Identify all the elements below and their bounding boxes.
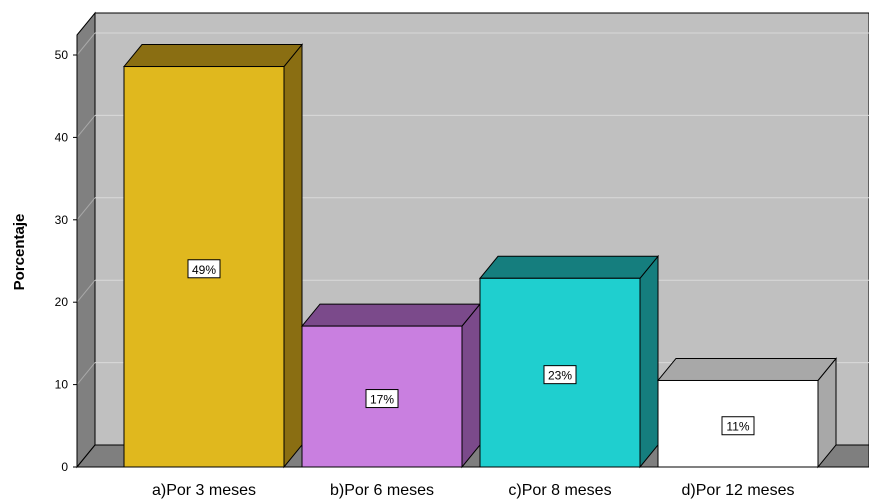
bar-top <box>300 303 482 327</box>
y-tick-label: 20 <box>55 295 69 309</box>
bar: 17% <box>300 302 482 469</box>
bar-side <box>461 302 481 469</box>
y-axis-label: Porcentaje <box>11 214 28 291</box>
y-tick-label: 30 <box>55 213 69 227</box>
bar-top <box>122 44 304 68</box>
y-tick-label: 50 <box>55 48 69 62</box>
bar-side <box>639 254 659 469</box>
x-tick-label: b)Por 6 meses <box>330 482 434 499</box>
bar: 23% <box>478 254 660 469</box>
x-axis-labels: a)Por 3 meses b)Por 6 meses c)Por 8 meses d… <box>152 482 794 499</box>
data-label: 17% <box>370 393 394 407</box>
bar-side <box>283 43 303 469</box>
data-label-box <box>721 416 755 436</box>
gridline-side <box>76 279 96 303</box>
bars: 49% 17% 23% 11% <box>122 43 838 469</box>
x-tick-label: a)Por 3 meses <box>152 482 256 499</box>
bar-top <box>656 357 838 381</box>
data-label-box <box>187 259 221 279</box>
gridline-side <box>76 115 96 138</box>
bar: 11% <box>656 357 838 469</box>
gridline-side <box>76 197 96 221</box>
bar: 49% <box>122 43 304 469</box>
y-tick-label: 0 <box>61 460 68 474</box>
data-label: 23% <box>548 369 572 383</box>
y-tick-label: 10 <box>55 378 69 392</box>
data-label-box <box>543 365 577 385</box>
gridline-side <box>76 32 96 56</box>
x-tick-label: d)Por 12 meses <box>682 482 795 499</box>
y-axis: 0 10 20 30 40 50 <box>55 35 78 474</box>
bar-top <box>478 255 660 279</box>
data-label: 11% <box>726 420 749 434</box>
bar-front <box>657 379 819 468</box>
y-tick-label: 40 <box>55 130 69 144</box>
side-wall <box>76 11 96 469</box>
x-tick-label: c)Por 8 meses <box>508 482 611 499</box>
data-label: 49% <box>192 263 216 277</box>
gridline-side <box>76 362 96 385</box>
data-label-box <box>365 389 399 409</box>
